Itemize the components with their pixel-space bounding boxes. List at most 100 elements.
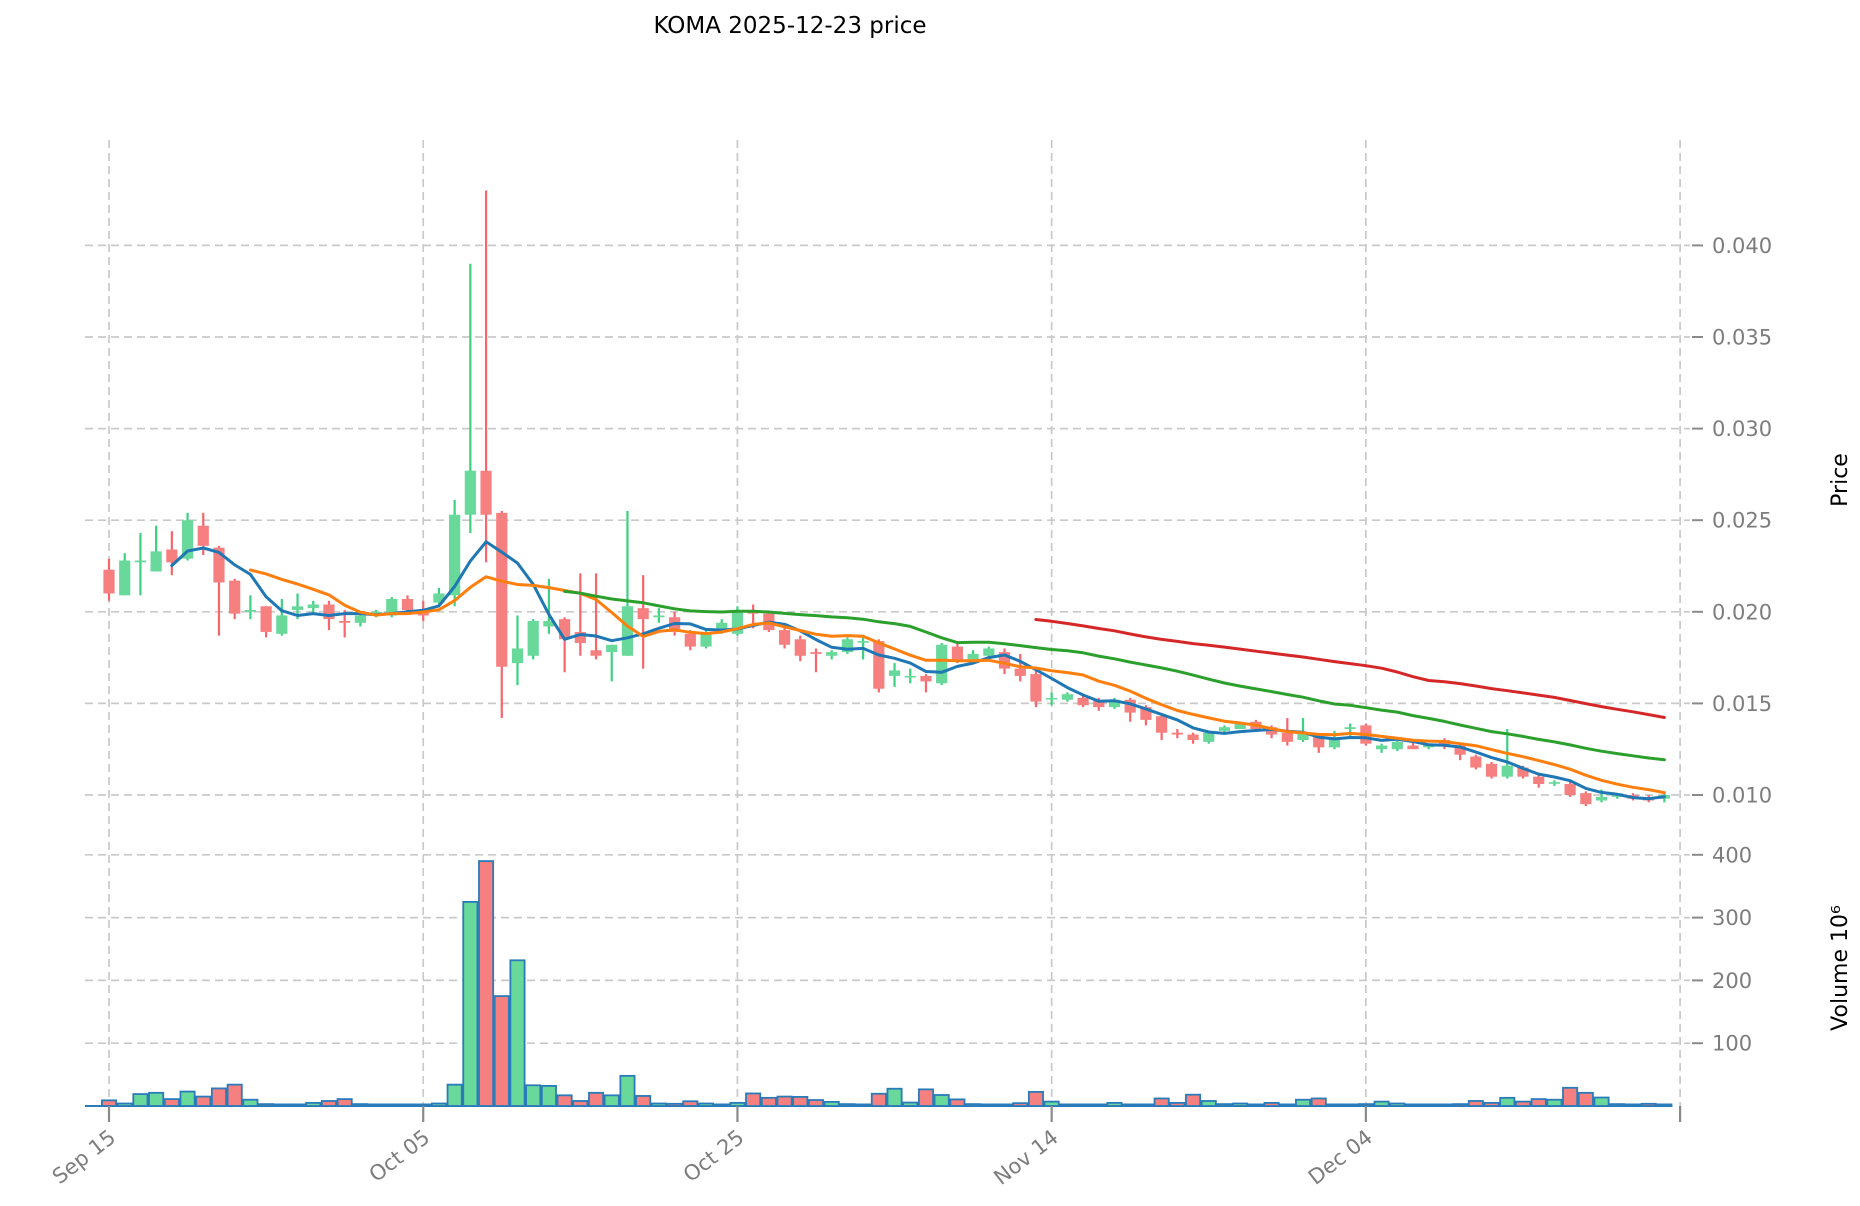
volume-bar	[446, 1083, 463, 1107]
price-tick-label: 0.030	[1712, 417, 1772, 441]
volume-bar	[1216, 1103, 1233, 1107]
volume-bar	[148, 1091, 165, 1107]
volume-bar	[1357, 1103, 1374, 1107]
candle-down	[951, 646, 963, 660]
candle-down	[1140, 707, 1152, 720]
volume-bar	[195, 1095, 212, 1107]
volume-tick-label: 300	[1712, 906, 1752, 930]
volume-bar	[289, 1103, 306, 1107]
candle-up	[150, 551, 162, 572]
volume-bar	[933, 1094, 950, 1107]
candle-down	[1077, 697, 1089, 706]
volume-bar	[1200, 1100, 1217, 1107]
candle-down	[574, 631, 586, 643]
candle-up	[700, 633, 712, 647]
volume-bar	[242, 1098, 259, 1107]
volume-bar	[352, 1103, 369, 1107]
candle-up	[276, 615, 288, 634]
candle-down	[480, 470, 492, 515]
candle-up	[731, 609, 744, 634]
candle-down	[1470, 756, 1482, 768]
volume-bar	[493, 995, 510, 1107]
volume-bar	[320, 1100, 337, 1107]
candle-up	[1218, 727, 1231, 731]
volume-bar	[729, 1101, 746, 1107]
candle-down	[197, 525, 209, 546]
volume-bar	[1012, 1102, 1029, 1107]
candle-up	[1391, 741, 1403, 750]
candle-up	[621, 606, 634, 656]
volume-bar	[1546, 1098, 1563, 1107]
candle-down	[1485, 763, 1498, 777]
date-tick-label: Dec 04	[1304, 1125, 1377, 1190]
date-tick-label: Sep 15	[48, 1125, 120, 1189]
volume-bar	[1310, 1097, 1327, 1107]
volume-bar	[226, 1083, 243, 1107]
volume-bar	[792, 1095, 809, 1107]
volume-bar	[1027, 1090, 1044, 1107]
volume-bar	[509, 959, 526, 1107]
price-tick-label: 0.035	[1712, 326, 1772, 350]
volume-axis-label: Volume 10⁶	[1828, 905, 1853, 1031]
chart-title: KOMA 2025-12-23 price	[653, 13, 926, 39]
volume-bar	[917, 1088, 934, 1107]
volume-bar	[1247, 1103, 1264, 1107]
volume-bar	[1043, 1100, 1060, 1107]
candle-up	[354, 615, 366, 623]
volume-bar	[965, 1103, 982, 1107]
date-tick-label: Oct 05	[365, 1125, 435, 1187]
volume-bar	[430, 1102, 447, 1107]
candle-up	[511, 648, 524, 664]
volume-bar	[368, 1103, 385, 1107]
volume-bar	[996, 1103, 1013, 1107]
candle-down	[166, 549, 178, 563]
candle-up	[1061, 694, 1073, 700]
volume-bar	[1137, 1103, 1154, 1107]
volume-bar	[132, 1093, 149, 1107]
volume-bar	[101, 1099, 118, 1107]
candle-up	[244, 609, 256, 612]
candle-up	[527, 620, 539, 656]
volume-bar	[855, 1103, 872, 1107]
volume-bar	[336, 1098, 353, 1107]
volume-bar	[650, 1102, 667, 1107]
candle-up	[967, 653, 979, 660]
price-tick-label: 0.015	[1712, 692, 1772, 716]
candle-down	[1407, 745, 1419, 750]
volume-bar	[210, 1087, 227, 1107]
candle-up	[983, 648, 995, 656]
volume-bar	[1514, 1100, 1531, 1107]
volume-bar	[745, 1092, 762, 1107]
volume-bar	[776, 1095, 793, 1107]
volume-bar	[1593, 1096, 1610, 1107]
candle-up	[1046, 697, 1058, 700]
volume-bar	[556, 1094, 573, 1107]
candle-down	[998, 652, 1011, 669]
candles	[103, 190, 1670, 806]
date-tick-label: Oct 25	[679, 1125, 749, 1187]
candle-down	[1517, 767, 1529, 777]
candle-up	[291, 606, 304, 610]
candle-up	[134, 560, 147, 563]
candle-down	[323, 604, 335, 620]
candle-up	[464, 470, 476, 515]
candle-down	[590, 650, 602, 656]
volume-bar	[839, 1103, 856, 1107]
candle-up	[433, 593, 445, 603]
candle-down	[1156, 716, 1168, 733]
volume-bar	[399, 1103, 416, 1107]
candle-down	[1281, 732, 1293, 742]
volume-bar	[1624, 1103, 1641, 1107]
volume-bar	[902, 1101, 919, 1107]
volume-bar	[383, 1103, 400, 1107]
candle-up	[904, 675, 916, 678]
volume-bar	[1389, 1102, 1406, 1107]
candle-down	[810, 652, 822, 654]
candle-down	[496, 512, 508, 667]
volume-bar	[258, 1103, 275, 1107]
volume-bar	[462, 901, 479, 1107]
volume-bar	[1263, 1101, 1280, 1107]
candle-down	[213, 547, 225, 583]
volume-bar	[163, 1098, 180, 1107]
volume-bar	[980, 1103, 997, 1107]
